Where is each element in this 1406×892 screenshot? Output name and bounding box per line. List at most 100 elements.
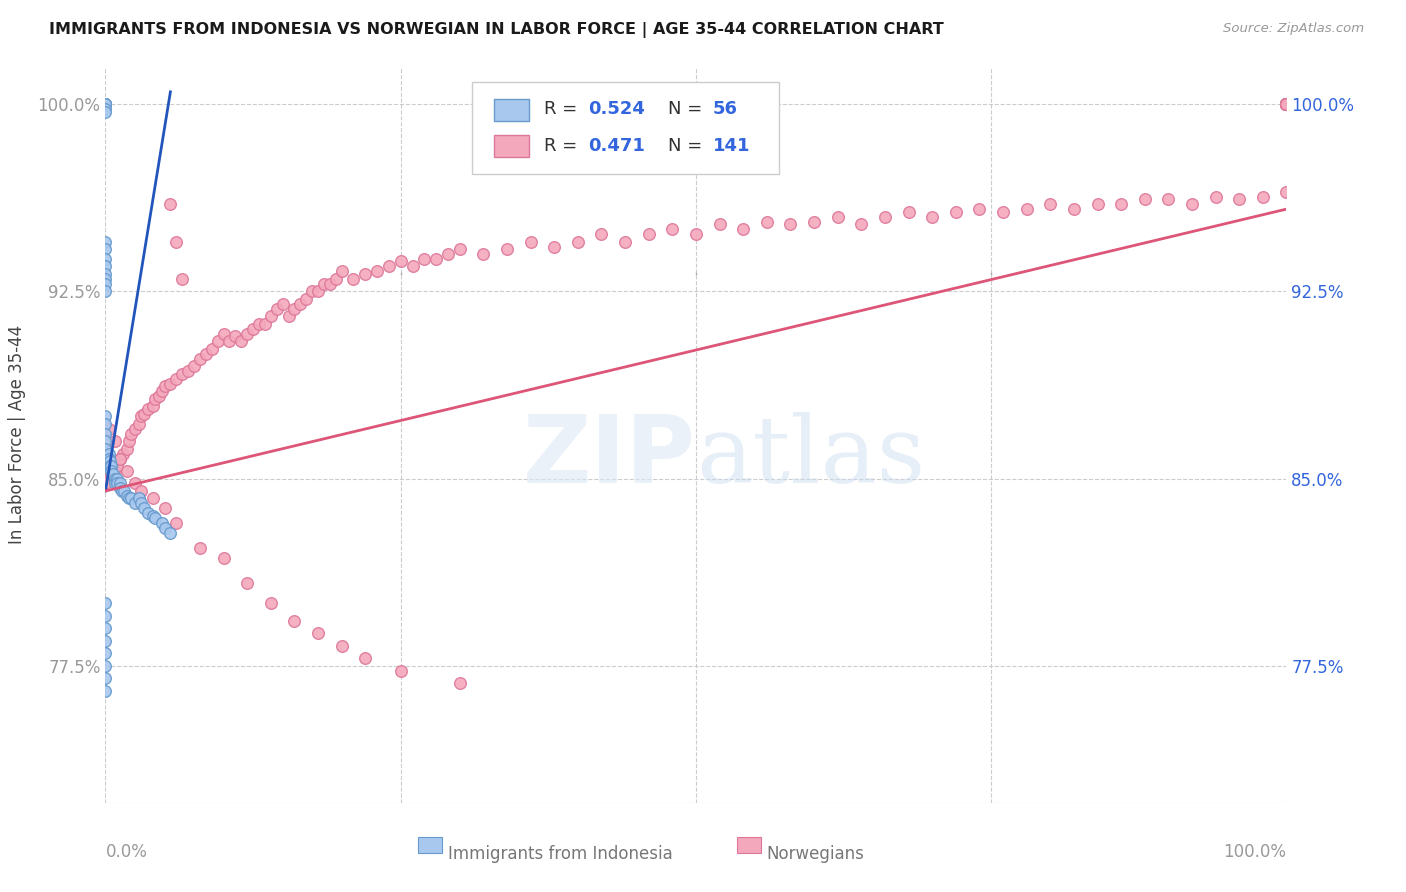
Point <box>136 507 159 521</box>
Point <box>94 285 117 299</box>
Bar <box>737 837 761 853</box>
Point <box>543 239 565 253</box>
Text: Immigrants from Indonesia: Immigrants from Indonesia <box>449 845 672 863</box>
Point <box>118 491 141 506</box>
Point <box>1063 202 1085 216</box>
Point <box>118 434 141 448</box>
Point <box>1039 197 1062 211</box>
Point <box>827 210 849 224</box>
Text: N =: N = <box>668 100 707 118</box>
Point <box>1157 192 1180 206</box>
Point <box>104 464 127 478</box>
Point <box>1275 97 1298 112</box>
Point <box>142 491 165 506</box>
Point <box>94 97 117 112</box>
Point <box>1275 185 1298 199</box>
Point <box>733 222 755 236</box>
Point <box>124 422 146 436</box>
Point <box>637 227 659 241</box>
Point <box>128 491 150 506</box>
FancyBboxPatch shape <box>471 81 779 174</box>
Point <box>401 260 423 274</box>
Point <box>1133 192 1156 206</box>
Point <box>94 272 117 286</box>
Point <box>325 272 347 286</box>
Point <box>413 252 436 266</box>
Point <box>108 482 131 496</box>
Text: atlas: atlas <box>696 412 925 502</box>
Point <box>685 227 707 241</box>
Point <box>98 454 121 468</box>
Point <box>709 217 731 231</box>
Point <box>120 426 142 441</box>
Point <box>567 235 589 249</box>
Point <box>1275 97 1298 112</box>
Text: Norwegians: Norwegians <box>766 845 865 863</box>
Point <box>945 204 967 219</box>
Point <box>312 277 335 291</box>
Point <box>101 467 124 481</box>
Text: 56: 56 <box>713 100 738 118</box>
Point <box>1275 97 1298 112</box>
Point <box>124 496 146 510</box>
Bar <box>419 837 441 853</box>
Point <box>283 301 305 316</box>
Point <box>129 483 152 498</box>
Point <box>277 310 299 324</box>
Point <box>134 501 156 516</box>
Point <box>150 516 173 531</box>
Point <box>159 526 181 541</box>
Point <box>236 326 259 341</box>
Point <box>389 664 412 678</box>
Point <box>94 646 117 660</box>
Point <box>94 97 117 112</box>
Point <box>94 633 117 648</box>
Point <box>330 639 353 653</box>
Point <box>207 334 229 349</box>
Point <box>283 614 305 628</box>
Point <box>100 467 122 481</box>
Point <box>1275 97 1298 112</box>
Point <box>212 551 235 566</box>
Point <box>112 483 135 498</box>
Point <box>142 399 165 413</box>
Point <box>143 392 166 406</box>
Point <box>136 401 159 416</box>
Point <box>128 417 150 431</box>
Point <box>366 264 388 278</box>
Point <box>247 317 270 331</box>
Bar <box>494 136 530 157</box>
Point <box>389 254 412 268</box>
Point <box>1275 97 1298 112</box>
Point <box>266 301 288 316</box>
Point <box>803 214 825 228</box>
Point <box>260 310 283 324</box>
Point <box>94 97 117 112</box>
Point <box>354 651 377 665</box>
Point <box>449 676 471 690</box>
Point <box>94 97 117 112</box>
Point <box>153 521 176 535</box>
Point <box>134 407 156 421</box>
Point <box>159 197 181 211</box>
Point <box>94 658 117 673</box>
Point <box>1275 97 1298 112</box>
Point <box>94 260 117 274</box>
Point <box>94 426 117 441</box>
Point <box>290 297 312 311</box>
Point <box>1251 189 1274 203</box>
Point <box>271 297 294 311</box>
Text: 0.0%: 0.0% <box>105 843 148 862</box>
Point <box>104 434 127 448</box>
Point <box>307 285 329 299</box>
Point <box>98 458 121 473</box>
Point <box>1275 97 1298 112</box>
Point <box>94 409 117 424</box>
Point <box>260 596 283 610</box>
Point <box>94 103 117 117</box>
Point <box>437 247 460 261</box>
Point <box>253 317 276 331</box>
Point <box>94 596 117 610</box>
Point <box>1275 97 1298 112</box>
Point <box>1275 97 1298 112</box>
